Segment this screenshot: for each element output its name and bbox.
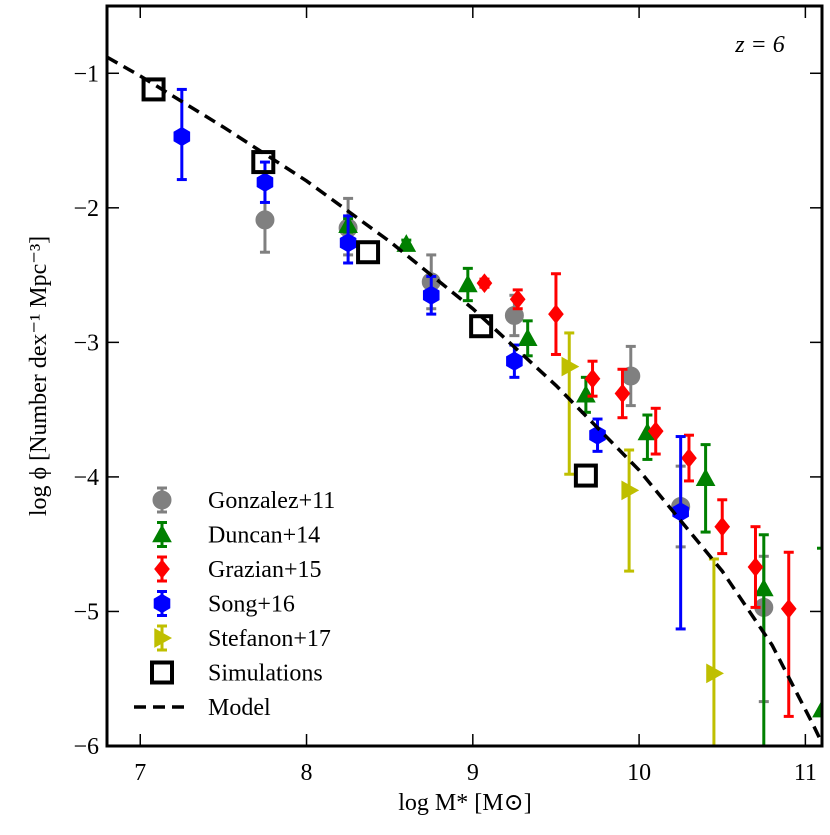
marker [706,663,724,684]
marker [548,304,564,324]
y-axis-label: log ϕ [Number dex⁻¹ Mpc⁻³] [26,236,52,516]
annotation: z = 6 [734,32,785,58]
marker [753,578,774,597]
marker [714,516,731,537]
marker [154,628,173,648]
y-tick-label: −2 [73,196,99,222]
marker [396,234,417,252]
marker [469,314,494,339]
marker [356,240,381,265]
marker [154,559,170,579]
x-tick-label: 10 [627,760,651,786]
marker [256,172,274,192]
marker [747,557,764,577]
marker [504,305,524,325]
model-line [107,55,822,745]
marker [780,598,797,619]
marker [695,468,716,486]
legend-label: Song+16 [208,592,295,618]
marker [561,356,580,377]
marker [647,421,664,441]
y-tick-label: −5 [73,599,99,625]
marker [506,351,523,371]
marker [517,328,538,347]
y-tick-label: −6 [73,734,99,760]
marker [152,524,172,543]
x-axis-label: log M* [M⊙] [398,790,531,816]
marker [614,383,631,404]
marker [173,126,191,147]
marker [150,660,174,685]
x-tick-label: 11 [794,760,817,786]
marker [584,368,601,389]
legend-label: Grazian+15 [208,557,321,583]
marker [621,480,640,501]
legend-label: Model [208,695,271,721]
plot-area [107,55,822,746]
legend-label: Duncan+14 [208,523,320,549]
marker [812,699,822,718]
y-tick-label: −1 [73,61,99,87]
marker [573,463,598,488]
x-tick-label: 9 [467,760,479,786]
marker [576,384,596,403]
y-tick-label: −3 [73,330,99,356]
marker [457,274,478,293]
legend-label: Stefanon+17 [208,626,331,652]
marker [589,425,606,445]
marker [681,448,697,468]
legend-label: Gonzalez+11 [208,488,335,514]
marker [152,490,172,510]
marker [509,289,526,310]
y-tick-label: −4 [73,465,99,491]
marker [422,285,440,305]
plot-frame [105,4,824,748]
marker [255,210,275,230]
legend-label: Simulations [208,661,323,687]
x-tick-label: 8 [301,760,313,786]
x-tick-label: 7 [134,760,146,786]
marker [339,233,357,253]
marker [476,273,493,293]
marker [153,593,171,614]
